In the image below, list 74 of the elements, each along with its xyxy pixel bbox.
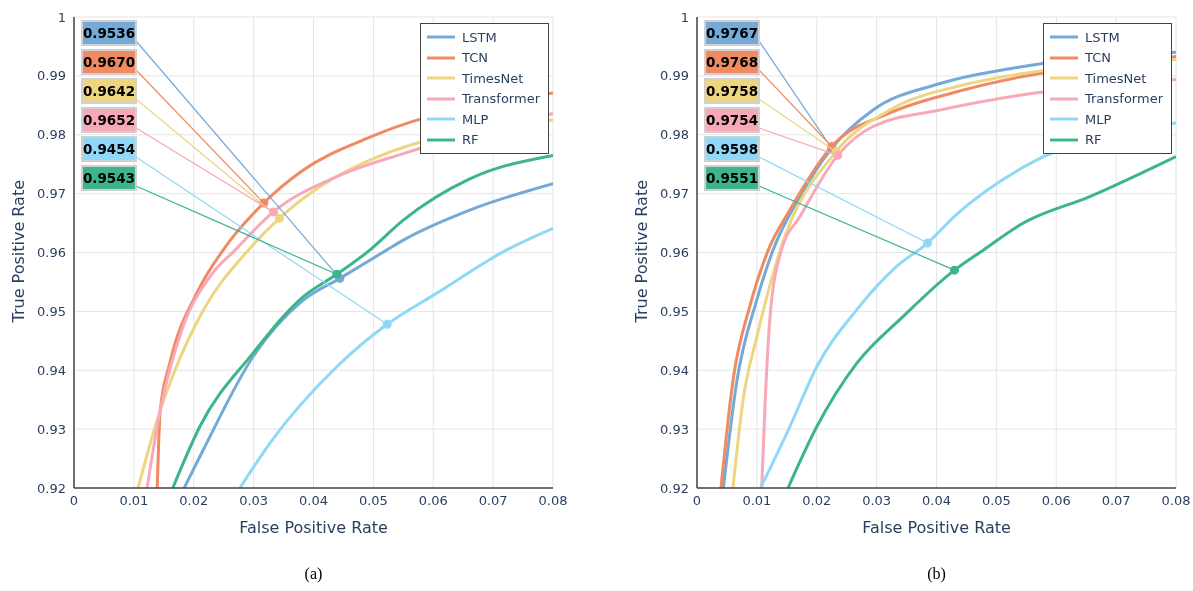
- y-tick-label: 1: [57, 9, 66, 25]
- legend-label: RF: [1084, 132, 1102, 148]
- x-tick-label: 0.07: [478, 493, 508, 509]
- x-tick-label: 0.04: [922, 493, 951, 509]
- x-tick-label: 0.08: [538, 493, 568, 509]
- y-axis-title: True Positive Rate: [8, 179, 28, 324]
- annotation: 0.9536: [82, 25, 136, 41]
- x-tick-label: 0.02: [179, 493, 209, 509]
- x-tick-label: 0.08: [1161, 493, 1191, 509]
- annotation: 0.9551: [705, 170, 759, 186]
- point: [268, 207, 278, 217]
- annotation: 0.9754: [705, 112, 759, 128]
- legend-label: LSTM: [1084, 29, 1120, 45]
- x-tick-label: 0: [69, 493, 79, 509]
- annotation: 0.9642: [82, 83, 136, 99]
- point: [332, 269, 342, 279]
- x-tick-label: 0.07: [1101, 493, 1131, 509]
- annotation: 0.9543: [82, 170, 136, 186]
- annotation: 0.9652: [82, 112, 136, 128]
- y-tick-label: 0.97: [37, 186, 66, 202]
- x-tick-label: 0: [692, 493, 702, 509]
- legend-label: MLP: [461, 111, 489, 127]
- legend-label: TCN: [1084, 50, 1111, 66]
- y-tick-label: 0.93: [37, 421, 66, 437]
- legend-label: Transformer: [1084, 91, 1163, 107]
- text: (a): [303, 565, 324, 583]
- y-tick-label: 0.97: [660, 186, 689, 202]
- y-tick-label: 0.93: [660, 421, 689, 437]
- point: [923, 238, 933, 248]
- y-tick-label: 0.99: [660, 68, 689, 84]
- y-tick-label: 0.98: [660, 127, 689, 143]
- legend-label: LSTM: [461, 29, 497, 45]
- text: (b): [926, 565, 947, 583]
- legend-label: TCN: [461, 50, 488, 66]
- annotation: 0.9758: [705, 83, 759, 99]
- x-tick-label: 0.05: [981, 493, 1011, 509]
- point: [949, 265, 959, 275]
- y-tick-label: 0.99: [37, 68, 66, 84]
- y-axis-title: True Positive Rate: [631, 179, 651, 324]
- x-tick-label: 0.02: [802, 493, 832, 509]
- y-tick-label: 1: [680, 9, 689, 25]
- x-tick-label: 0.03: [862, 493, 892, 509]
- legend-label: MLP: [1084, 111, 1112, 127]
- annotation: 0.9598: [705, 141, 759, 157]
- y-tick-label: 0.95: [37, 303, 66, 319]
- y-tick-label: 0.94: [37, 362, 66, 378]
- x-tick-label: 0.05: [358, 493, 388, 509]
- line-series: [238, 226, 553, 488]
- y-tick-label: 0.92: [660, 480, 689, 496]
- x-tick-label: 0.01: [119, 493, 149, 509]
- point: [382, 319, 392, 329]
- legend-label: TimesNet: [461, 70, 524, 86]
- y-tick-label: 0.98: [37, 127, 66, 143]
- x-tick-label: 0.06: [418, 493, 448, 509]
- y-tick-label: 0.95: [660, 303, 689, 319]
- y-tick-label: 0.96: [660, 245, 689, 261]
- annotation: 0.9768: [705, 54, 759, 70]
- x-tick-label: 0.06: [1041, 493, 1071, 509]
- x-tick-label: 0.01: [742, 493, 772, 509]
- x-axis-title: False Positive Rate: [862, 518, 1011, 537]
- annotation: 0.9670: [82, 54, 136, 70]
- annotation: 0.9454: [82, 141, 136, 157]
- annotation: 0.9767: [705, 25, 759, 41]
- x-tick-label: 0.04: [299, 493, 328, 509]
- y-tick-label: 0.96: [37, 245, 66, 261]
- legend-label: RF: [461, 132, 479, 148]
- legend-label: Transformer: [461, 91, 540, 107]
- y-tick-label: 0.92: [37, 480, 66, 496]
- legend-label: TimesNet: [1084, 70, 1147, 86]
- y-tick-label: 0.94: [660, 362, 689, 378]
- point: [274, 213, 284, 223]
- x-axis-title: False Positive Rate: [239, 518, 388, 537]
- x-tick-label: 0.03: [239, 493, 269, 509]
- line-series: [786, 155, 1176, 488]
